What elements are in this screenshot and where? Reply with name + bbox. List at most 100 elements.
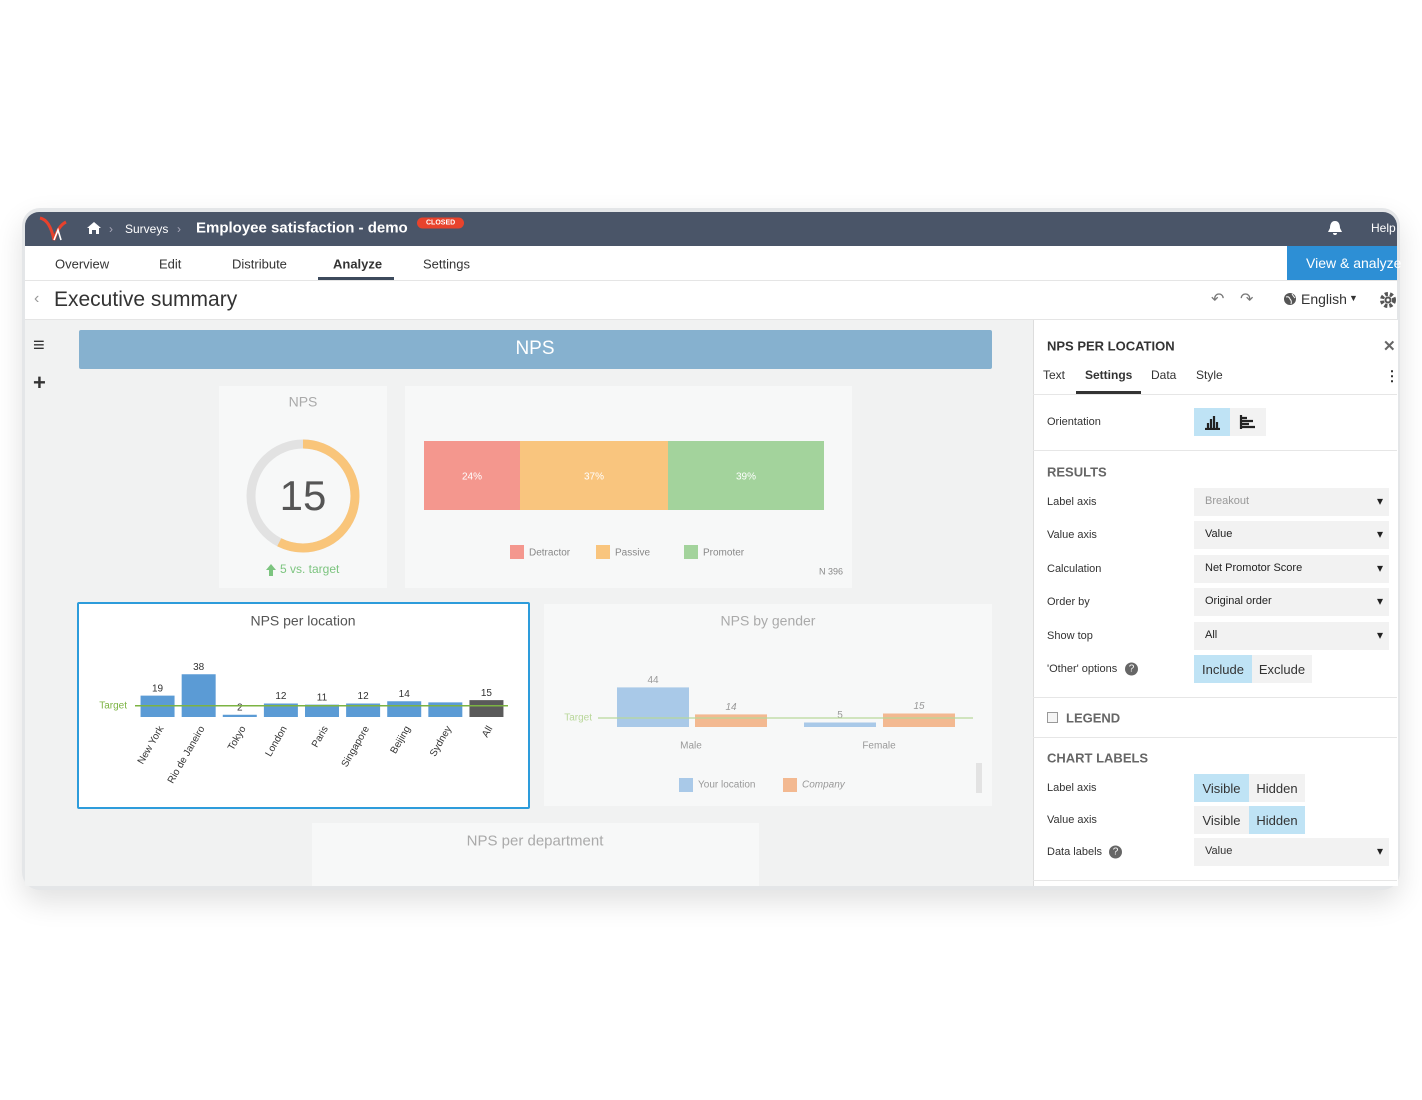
view-button[interactable]: View & analyze [1306, 255, 1402, 271]
tabs-bar [25, 246, 1397, 281]
language[interactable]: English [1301, 291, 1347, 307]
x-tick-label: Sydney [428, 724, 454, 758]
panel-tab[interactable]: Style [1196, 368, 1223, 382]
bar [181, 674, 216, 717]
toggle-option[interactable]: Hidden [1249, 774, 1305, 802]
kebab-icon[interactable]: ⋮ [1385, 367, 1399, 384]
bar [617, 687, 689, 727]
checkbox[interactable] [1047, 712, 1058, 723]
x-tick-label: London [264, 724, 290, 758]
home-icon[interactable] [86, 220, 102, 236]
legend-label: Passive [615, 548, 650, 559]
x-tick-label: All [480, 724, 495, 739]
toggle-option[interactable]: Visible [1194, 806, 1249, 834]
tab[interactable]: Edit [159, 256, 182, 272]
add-icon[interactable]: + [33, 370, 46, 395]
orientation-vertical[interactable] [1194, 408, 1230, 436]
data-label: 14 [399, 689, 411, 700]
x-tick-label: Beijing [389, 724, 414, 756]
data-label: 38 [193, 662, 205, 673]
data-label: 37% [584, 472, 604, 483]
tab[interactable]: Overview [55, 256, 110, 272]
data-label: 12 [275, 691, 287, 702]
help-icon[interactable]: ? [1109, 845, 1122, 859]
data-label: 39% [736, 472, 756, 483]
separator [1033, 394, 1397, 395]
help-icon[interactable]: ? [1125, 662, 1138, 676]
bell-icon[interactable] [1327, 219, 1343, 237]
tab[interactable]: Distribute [232, 256, 287, 272]
panel-title: NPS PER LOCATION [1047, 338, 1175, 354]
dropdown[interactable]: Net Promotor Score [1194, 555, 1389, 583]
field-label: Calculation [1047, 563, 1102, 575]
toggle-option[interactable]: Hidden [1249, 806, 1305, 834]
breadcrumb[interactable]: Surveys [125, 222, 169, 236]
legend-label: Your location [698, 780, 755, 791]
n-label: N 396 [819, 566, 843, 576]
undo-icon[interactable]: ↶ [1211, 291, 1225, 308]
back-icon[interactable]: ‹ [34, 290, 40, 307]
field-label: Label axis [1047, 782, 1097, 794]
panel-tab[interactable]: Data [1151, 368, 1177, 382]
view-button-bg [1287, 246, 1397, 280]
toggle-option[interactable]: Exclude [1252, 655, 1312, 683]
gear-icon[interactable] [1379, 291, 1397, 309]
toggle-option[interactable]: Include [1194, 655, 1252, 683]
x-tick-label: Rio de Janeiro [166, 724, 208, 786]
data-label: 15 [913, 701, 925, 712]
x-tick-label: Paris [310, 724, 331, 749]
dropdown[interactable]: Value [1194, 521, 1389, 549]
panel-tab[interactable]: Text [1043, 368, 1066, 382]
section-heading: RESULTS [1047, 464, 1107, 480]
tab[interactable]: Settings [423, 256, 470, 272]
toggle-option[interactable]: Visible [1194, 774, 1249, 802]
section-heading: CHART LABELS [1047, 750, 1149, 766]
bar [387, 701, 422, 717]
bar [428, 702, 463, 717]
survey-title: Employee satisfaction - demo [196, 219, 408, 237]
gauge-note: 5 vs. target [280, 562, 340, 576]
help-link[interactable]: Help [1371, 221, 1396, 235]
panel-tab-active[interactable]: Settings [1085, 368, 1133, 382]
data-label: 11 [317, 692, 328, 703]
redo-icon[interactable]: ↷ [1240, 291, 1254, 308]
x-tick-label: Tokyo [226, 724, 249, 753]
bar [263, 703, 298, 717]
dropdown[interactable]: Value [1194, 838, 1389, 866]
x-tick-label: Male [680, 741, 702, 752]
card [312, 823, 759, 886]
dropdown[interactable]: Original order [1194, 588, 1389, 616]
legend-swatch [783, 778, 797, 792]
legend-swatch [684, 545, 698, 559]
gauge-value: 15 [280, 472, 327, 519]
card-title: NPS by gender [721, 613, 816, 629]
dropdown-value: Original order [1205, 595, 1272, 607]
x-tick-label: Singapore [340, 724, 373, 769]
data-label: 44 [647, 675, 659, 686]
legend-swatch [679, 778, 693, 792]
dropdown-value: Value [1205, 845, 1233, 857]
bar-segment [668, 441, 824, 510]
data-label: 14 [725, 702, 737, 713]
section-heading: LEGEND [1066, 710, 1121, 726]
tab-active[interactable]: Analyze [333, 256, 383, 272]
dropdown[interactable]: All [1194, 622, 1389, 650]
page-title: Executive summary [54, 288, 238, 311]
menu-icon[interactable]: ≡ [33, 334, 45, 357]
data-label: 15 [481, 688, 493, 699]
banner-title: NPS [515, 338, 555, 359]
card-title: NPS per location [250, 613, 355, 629]
bar [695, 714, 767, 727]
x-tick-label: Female [862, 741, 896, 752]
orientation-horizontal[interactable] [1230, 408, 1266, 436]
caret: ▼ [1349, 293, 1358, 303]
close-icon[interactable]: ✕ [1383, 338, 1396, 355]
legend-swatch [596, 545, 610, 559]
dropdown[interactable]: Breakout [1194, 488, 1389, 516]
data-label: 12 [358, 691, 370, 702]
bar [883, 713, 955, 727]
globe-icon [1284, 293, 1296, 305]
bar [305, 704, 339, 717]
